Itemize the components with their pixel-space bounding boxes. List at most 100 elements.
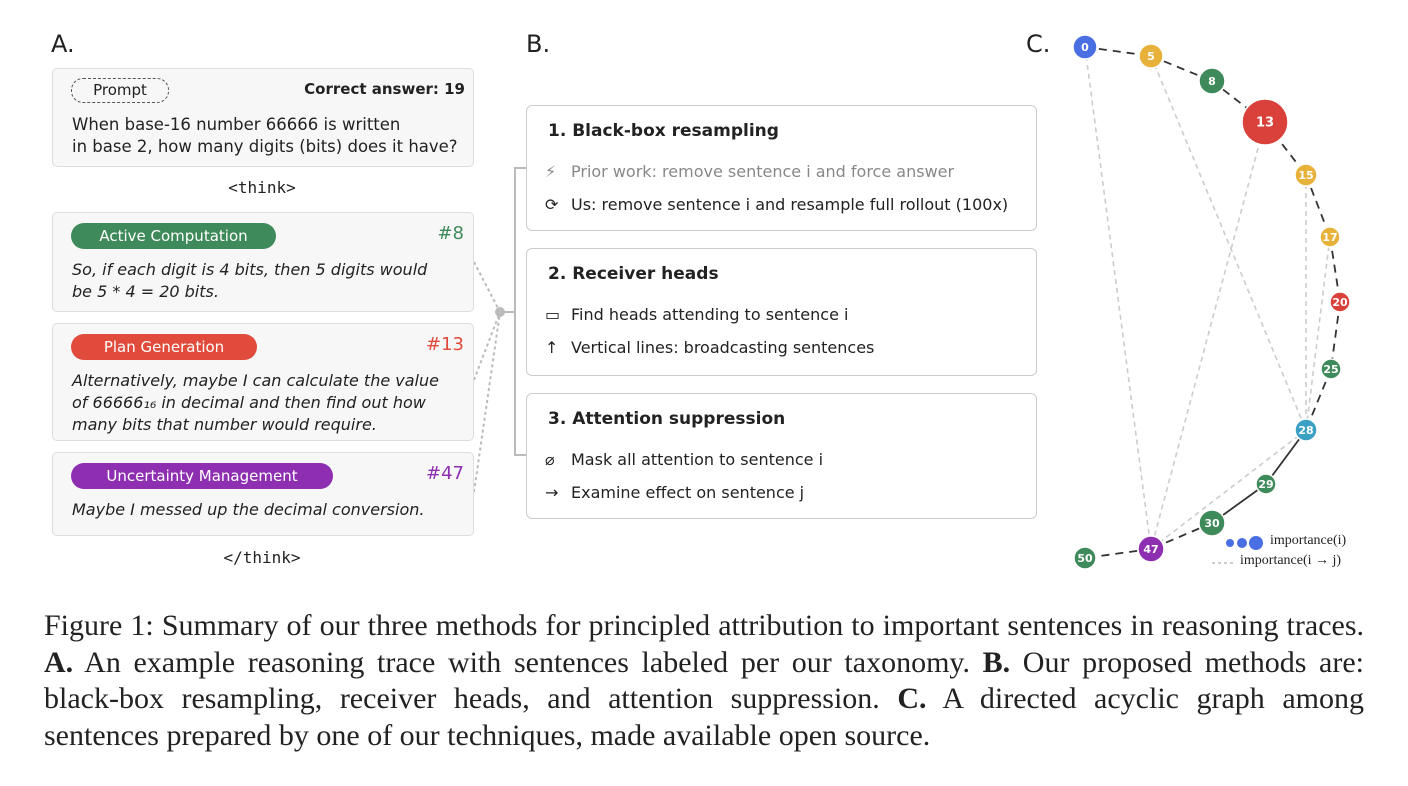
node bbox=[1198, 67, 1226, 95]
text-line: Alternatively, maybe I can calculate the… bbox=[72, 371, 439, 390]
text-line: When base-16 number 66666 is written bbox=[72, 115, 401, 134]
method-title: 3. Attention suppression bbox=[548, 409, 786, 429]
caption: Figure 1: Summary of our three methods f… bbox=[44, 608, 1364, 754]
panel-label: B. bbox=[526, 30, 551, 58]
sentence-text: Alternatively, maybe I can calculate the… bbox=[72, 370, 439, 436]
chain-edge bbox=[1084, 46, 1152, 57]
node bbox=[1319, 226, 1341, 248]
node bbox=[1073, 546, 1097, 570]
panel-label: C. bbox=[1026, 30, 1051, 58]
caption-text: An example reasoning trace with sentence… bbox=[73, 645, 983, 679]
method-line: ⌀ Mask all attention to sentence i bbox=[545, 450, 823, 469]
icon: ⟳ bbox=[545, 195, 559, 214]
sentence-id: #13 bbox=[426, 334, 464, 355]
category-pill: Plan Generation bbox=[71, 334, 257, 360]
node bbox=[1320, 358, 1342, 380]
icon: ▭ bbox=[545, 305, 561, 324]
connector bbox=[473, 311, 501, 381]
legend-label: importance(i → j) bbox=[1240, 553, 1342, 568]
node bbox=[1294, 163, 1318, 187]
legend-dot bbox=[1249, 536, 1263, 550]
chain-edge bbox=[1305, 368, 1332, 431]
method-box: 3. Attention suppression ⌀ Mask all attent… bbox=[526, 393, 1037, 519]
sentence-text: Maybe I messed up the decimal conversion… bbox=[72, 499, 424, 521]
node-label: 29 bbox=[1258, 478, 1273, 491]
caption-bold: B. bbox=[982, 645, 1011, 679]
chain-edge bbox=[1329, 236, 1341, 303]
chain-edge bbox=[1305, 174, 1331, 238]
method-title: 2. Receiver heads bbox=[548, 264, 719, 284]
caption-bold: C. bbox=[897, 682, 927, 715]
text: Vertical lines: broadcasting sentences bbox=[571, 338, 875, 357]
sentence-id: #8 bbox=[437, 223, 464, 244]
prompt-tag: Prompt bbox=[71, 78, 169, 103]
sentence-box: Uncertainty Management #47 Maybe I messed … bbox=[52, 452, 474, 536]
node-label: 5 bbox=[1147, 50, 1155, 63]
edge bbox=[1084, 46, 1152, 550]
edge bbox=[1150, 429, 1307, 550]
text-line: of 66666₁₆ in decimal and then find out … bbox=[72, 393, 426, 412]
caption-text: A directed acyclic graph among sentences… bbox=[44, 682, 1364, 752]
text: Mask all attention to sentence i bbox=[571, 450, 824, 469]
icon: ⚡ bbox=[545, 162, 557, 181]
node-label: 17 bbox=[1322, 231, 1337, 244]
method-box: 2. Receiver heads ▭ Find heads attending t… bbox=[526, 248, 1037, 376]
legend-label: importance(i) bbox=[1270, 533, 1347, 548]
method-line: → Examine effect on sentence j bbox=[545, 483, 804, 502]
chain-edge bbox=[1150, 522, 1213, 550]
text-line: many bits that number would require. bbox=[72, 415, 377, 434]
text: Us: remove sentence i and resample full … bbox=[571, 195, 1009, 214]
text: Prior work: remove sentence i and force … bbox=[571, 162, 955, 181]
caption-text: Our proposed methods are: black-box resa… bbox=[44, 645, 1364, 716]
node bbox=[1329, 291, 1351, 313]
icon: ↑ bbox=[545, 338, 559, 357]
node-label: 47 bbox=[1143, 543, 1158, 556]
node bbox=[1241, 98, 1289, 146]
sentence-box: Plan Generation #13 Alternatively, maybe I… bbox=[52, 323, 474, 441]
category-pill: Uncertainty Management bbox=[71, 463, 333, 489]
caption-bold: A. bbox=[44, 645, 74, 679]
node bbox=[1137, 535, 1165, 563]
text-line: in base 2, how many digits (bits) does i… bbox=[72, 137, 458, 156]
correct-answer: Correct answer: 19 bbox=[304, 80, 465, 98]
sentence-box: Active Computation #8 So, if each digit is… bbox=[52, 212, 474, 312]
node-label: 15 bbox=[1298, 169, 1313, 182]
method-line: ⟳ Us: remove sentence i and resample full… bbox=[545, 195, 1008, 214]
connector bbox=[473, 311, 501, 493]
prompt-text: When base-16 number 66666 is written in … bbox=[72, 114, 458, 158]
think-tag: <think> bbox=[228, 178, 296, 197]
icon: ⌀ bbox=[545, 450, 555, 469]
chain-edge bbox=[1150, 55, 1213, 82]
text: Find heads attending to sentence i bbox=[571, 305, 849, 324]
node-label: 30 bbox=[1204, 517, 1220, 530]
edge bbox=[1150, 121, 1266, 550]
chain-edge bbox=[1084, 548, 1152, 559]
legend-dot bbox=[1237, 538, 1247, 548]
connector bbox=[473, 261, 501, 313]
method-box: 1. Black-box resampling ⚡ Prior work: remo… bbox=[526, 105, 1037, 231]
legend-dot bbox=[1226, 539, 1234, 547]
think-tag: </think> bbox=[223, 548, 301, 567]
icon: → bbox=[545, 483, 559, 502]
node bbox=[1294, 418, 1318, 442]
prompt-box: Prompt Correct answer: 19 When base-16 n… bbox=[52, 68, 474, 167]
node-label: 20 bbox=[1332, 296, 1348, 309]
node bbox=[1072, 34, 1098, 60]
edge bbox=[1150, 55, 1307, 431]
node-label: 50 bbox=[1077, 552, 1093, 565]
category-pill: Active Computation bbox=[71, 223, 276, 249]
text-line: So, if each digit is 4 bits, then 5 digi… bbox=[72, 260, 428, 279]
node bbox=[1198, 509, 1226, 537]
chain-edge bbox=[1264, 121, 1307, 176]
sentence-text: So, if each digit is 4 bits, then 5 digi… bbox=[72, 259, 427, 303]
caption-text: Figure 1: Summary of our three methods f… bbox=[44, 609, 1364, 642]
node-label: 8 bbox=[1208, 75, 1216, 88]
text-line: Maybe I messed up the decimal conversion… bbox=[72, 500, 425, 519]
node-label: 28 bbox=[1298, 424, 1313, 437]
edge bbox=[1305, 236, 1331, 431]
text-line: be 5 * 4 = 20 bits. bbox=[72, 282, 219, 301]
node bbox=[1255, 473, 1277, 495]
node-label: 0 bbox=[1081, 41, 1089, 54]
bracket bbox=[514, 167, 526, 456]
